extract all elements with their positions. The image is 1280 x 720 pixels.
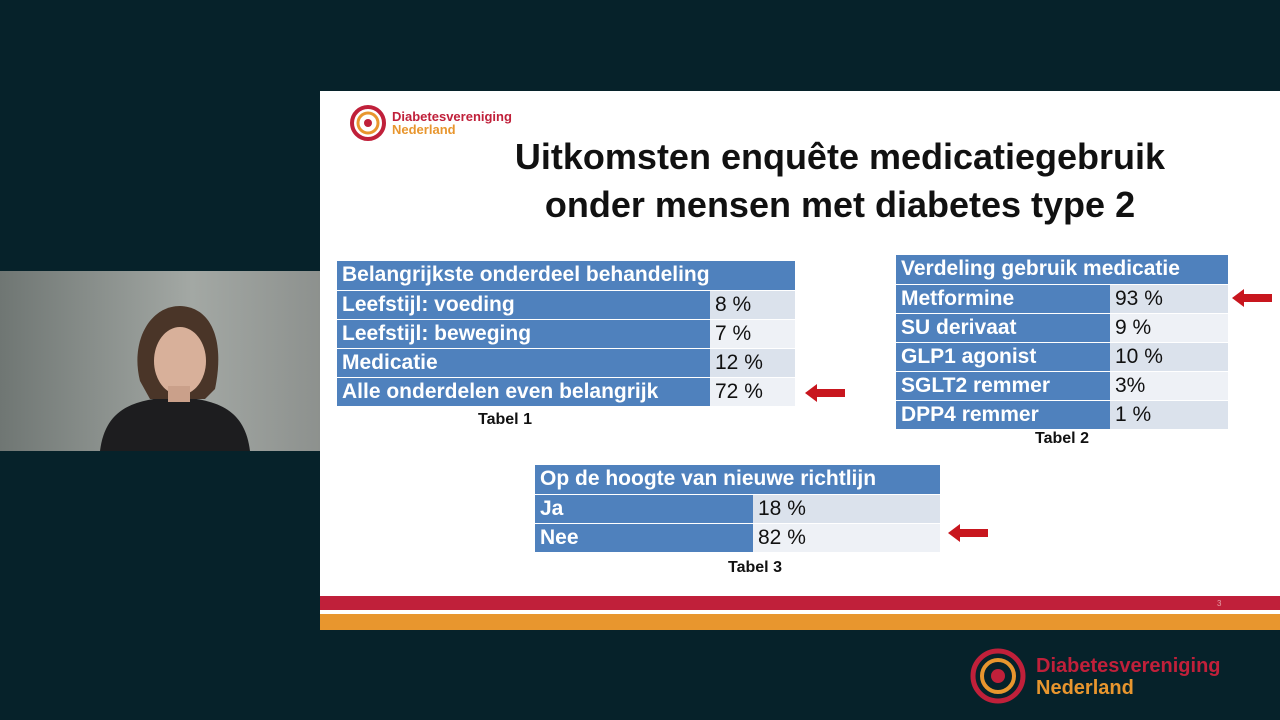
- page-number: 3: [1217, 599, 1222, 608]
- table-caption: Tabel 3: [728, 559, 782, 576]
- table-header: Verdeling gebruik medicatie: [896, 255, 1228, 284]
- row-label: SU derivaat: [896, 313, 1110, 342]
- row-label: Metformine: [896, 284, 1110, 313]
- logo-icon: [350, 105, 386, 141]
- table-header: Op de hoogte van nieuwe richtlijn: [535, 465, 940, 494]
- row-label: Alle onderdelen even belangrijk: [337, 377, 710, 406]
- webcam-person: [100, 306, 250, 451]
- watermark-icon: [970, 648, 1026, 704]
- row-value: 3%: [1110, 371, 1228, 400]
- row-value: 9 %: [1110, 313, 1228, 342]
- row-value: 1 %: [1110, 400, 1228, 429]
- table-caption: Tabel 1: [478, 411, 532, 428]
- row-value: 18 %: [753, 494, 940, 523]
- webcam-video[interactable]: [0, 271, 320, 451]
- row-label: Medicatie: [337, 348, 710, 377]
- table-caption: Tabel 2: [1035, 430, 1089, 447]
- arrows: [320, 289, 1280, 630]
- logo-text: Diabetesvereniging: [392, 109, 512, 124]
- row-label: Nee: [535, 523, 753, 552]
- watermark-text: Nederland: [1036, 677, 1134, 699]
- row-value: 12 %: [710, 348, 795, 377]
- row-label: DPP4 remmer: [896, 400, 1110, 429]
- row-value: 10 %: [1110, 342, 1228, 371]
- slide-title: onder mensen met diabetes type 2: [544, 184, 1136, 225]
- row-value: 8 %: [710, 290, 795, 319]
- row-value: 93 %: [1110, 284, 1228, 313]
- row-label: Leefstijl: beweging: [337, 319, 710, 348]
- row-label: Ja: [535, 494, 753, 523]
- slide: Diabetesvereniging Nederland Uitkomsten …: [320, 91, 1280, 630]
- logo-text: Nederland: [392, 122, 456, 137]
- row-value: 7 %: [710, 319, 795, 348]
- row-value: 82 %: [753, 523, 940, 552]
- row-value: 72 %: [710, 377, 795, 406]
- table-header: Belangrijkste onderdeel behandeling: [337, 261, 795, 290]
- row-label: Leefstijl: voeding: [337, 290, 710, 319]
- slide-title: Uitkomsten enquête medicatiegebruik: [514, 136, 1166, 177]
- row-label: GLP1 agonist: [896, 342, 1110, 371]
- watermark-text: Diabetesvereniging: [1036, 655, 1221, 677]
- row-label: SGLT2 remmer: [896, 371, 1110, 400]
